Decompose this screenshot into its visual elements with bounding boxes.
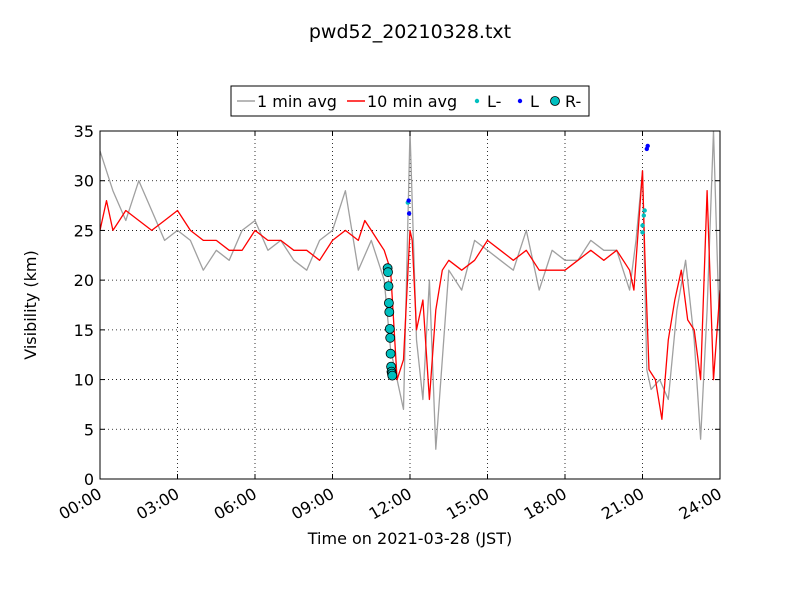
series-point-l <box>406 211 412 216</box>
legend-label-l: L- <box>487 92 501 111</box>
legend: 1 min avg 10 min avg L- L R- <box>230 85 590 117</box>
series-point-r <box>384 307 395 317</box>
legend-frame <box>230 85 590 117</box>
series-point-l <box>642 208 647 213</box>
series-line-1-min-avg <box>100 131 720 450</box>
series-line-10-min-avg <box>100 170 720 420</box>
series-point-r <box>383 281 394 292</box>
legend-label-1-min-avg: 1 min avg <box>257 92 337 111</box>
series-point-l <box>640 230 645 235</box>
legend-label-r: R- <box>565 92 581 111</box>
x-tick-label: 24:00 <box>676 484 725 524</box>
x-tick-label: 15:00 <box>443 484 492 524</box>
legend-label-10-min-avg: 10 min avg <box>367 92 457 111</box>
series-point-r <box>385 332 396 343</box>
legend-swatch-r <box>550 96 560 106</box>
legend-swatch-l <box>474 98 480 104</box>
y-tick-label: 35 <box>74 122 94 141</box>
y-tick-label: 0 <box>84 470 94 489</box>
x-tick-label: 00:00 <box>56 484 105 524</box>
series-point-r <box>383 267 393 278</box>
series-point-r <box>387 370 398 381</box>
series-point-r <box>383 298 394 308</box>
y-axis-label: Visibility (km) <box>21 250 40 359</box>
x-tick-label: 09:00 <box>288 484 337 524</box>
x-axis-label: Time on 2021-03-28 (JST) <box>307 529 512 548</box>
plot-area <box>100 131 720 450</box>
y-tick-label: 15 <box>74 321 94 340</box>
series-point-l <box>406 198 411 203</box>
x-tick-label: 18:00 <box>521 484 570 524</box>
series-point-l <box>641 213 646 218</box>
series-layer <box>100 131 720 450</box>
y-tick-label: 10 <box>74 371 94 390</box>
y-tick-label: 25 <box>74 221 94 240</box>
x-tick-label: 06:00 <box>211 484 260 524</box>
y-tick-label: 30 <box>74 172 94 191</box>
x-tick-label: 03:00 <box>133 484 182 524</box>
x-tick-label: 12:00 <box>366 484 415 524</box>
legend-label-l: L <box>530 92 539 111</box>
series-point-r <box>385 348 396 359</box>
series-point-r <box>384 323 395 334</box>
y-tick-label: 5 <box>84 420 94 439</box>
legend-swatch-l <box>517 98 523 104</box>
series-point-l <box>640 223 645 228</box>
y-tick-label: 20 <box>74 271 94 290</box>
x-tick-label: 21:00 <box>598 484 647 524</box>
ticks: 00:00 03:00 06:00 09:00 12:00 15:00 18:00 21:00… <box>56 122 725 524</box>
chart-title: pwd52_20210328.txt <box>309 21 511 43</box>
series-point-l <box>645 143 650 149</box>
grid <box>100 131 720 479</box>
